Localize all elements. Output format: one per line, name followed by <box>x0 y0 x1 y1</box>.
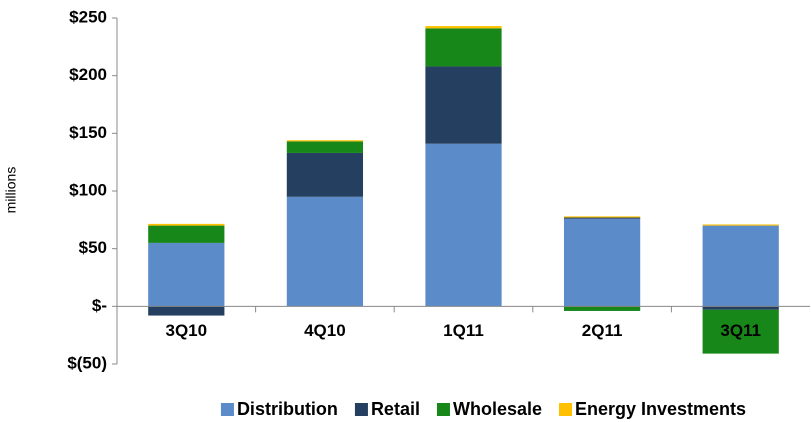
y-tick-label: $- <box>92 296 107 315</box>
y-tick-label: $250 <box>69 7 107 26</box>
bar-segment <box>702 224 779 226</box>
y-tick-label: $100 <box>69 180 107 199</box>
y-tick-label: $150 <box>69 123 107 142</box>
bar-segment <box>563 306 641 311</box>
x-tick-label: 4Q10 <box>304 321 346 340</box>
bar-segment <box>563 217 641 219</box>
y-tick-label: $50 <box>79 238 107 257</box>
x-tick-label: 1Q11 <box>443 321 484 340</box>
bar-segment <box>286 141 364 153</box>
bar-segment <box>286 152 364 197</box>
bar-segment <box>702 225 779 307</box>
bar-segment <box>148 242 225 307</box>
bar-segment <box>148 225 225 243</box>
bar-segment <box>563 218 641 307</box>
x-tick-label: 3Q10 <box>166 321 208 340</box>
bar-segment <box>148 223 225 226</box>
bar-segment <box>702 309 779 354</box>
legend-swatch <box>436 403 450 416</box>
bar-segment <box>425 143 502 307</box>
bar-segment <box>425 28 502 67</box>
legend-swatch <box>220 403 234 416</box>
bar-segment <box>425 26 502 29</box>
legend-swatch <box>354 403 368 416</box>
legend-label: Retail <box>371 399 420 419</box>
x-tick-label: 3Q11 <box>720 321 761 340</box>
bar-segment <box>148 306 225 316</box>
bar-segment <box>425 66 502 144</box>
legend-swatch <box>559 403 572 416</box>
bar-segment <box>286 196 364 307</box>
bar-segment <box>702 306 779 310</box>
legend-label: Energy Investments <box>575 399 746 419</box>
legend-label: Wholesale <box>453 399 542 419</box>
y-axis-label: millions <box>3 167 19 214</box>
legend-label: Distribution <box>237 399 338 419</box>
y-tick-label: $(50) <box>67 353 107 372</box>
bar-segment <box>563 216 641 218</box>
x-tick-label: 2Q11 <box>582 321 623 340</box>
y-tick-label: $200 <box>69 65 107 84</box>
bar-segment <box>286 140 364 142</box>
